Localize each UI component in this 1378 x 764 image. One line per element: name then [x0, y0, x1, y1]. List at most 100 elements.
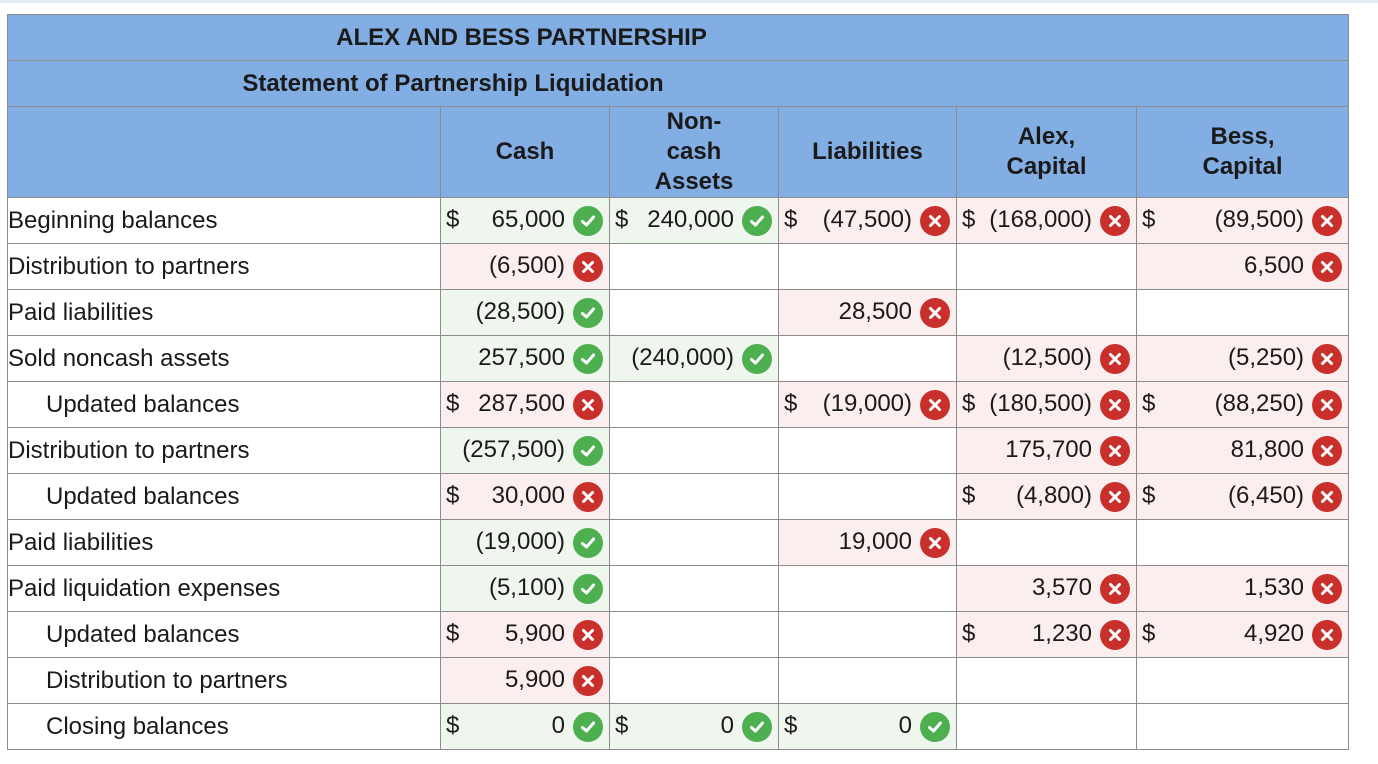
- amount-input-bess-capital[interactable]: $ (6,450): [1135, 473, 1350, 520]
- amount-input-alex-capital[interactable]: $ (180,500): [956, 381, 1137, 428]
- amount-input-cash[interactable]: (28,500): [440, 289, 610, 336]
- row-label: Beginning balances: [7, 197, 441, 244]
- amount-input-alex-capital[interactable]: [956, 289, 1137, 336]
- check-circle-icon: [920, 712, 950, 742]
- amount-input-noncash-assets[interactable]: [609, 473, 779, 520]
- amount-input-alex-capital[interactable]: [956, 657, 1137, 704]
- x-circle-icon: [573, 482, 603, 512]
- check-circle-icon: [742, 206, 772, 236]
- x-circle-icon: [1100, 390, 1130, 420]
- amount-input-noncash-assets[interactable]: [609, 243, 779, 290]
- amount-input-cash[interactable]: (19,000): [440, 519, 610, 566]
- amount-input-noncash-assets[interactable]: [609, 657, 779, 704]
- dollar-sign: $: [615, 206, 629, 233]
- amount-value: 1,530: [1243, 574, 1305, 601]
- amount-input-cash[interactable]: 5,900: [440, 657, 610, 704]
- amount-input-bess-capital[interactable]: $4,920: [1135, 611, 1350, 658]
- column-header-liabilities: Liabilities: [778, 106, 957, 198]
- amount-input-cash[interactable]: $287,500: [440, 381, 610, 428]
- row-label: Distribution to partners: [7, 427, 441, 474]
- amount-value: 30,000: [491, 482, 565, 509]
- amount-input-alex-capital[interactable]: (12,500): [956, 335, 1137, 382]
- amount-input-bess-capital[interactable]: 1,530: [1135, 565, 1350, 612]
- amount-input-noncash-assets[interactable]: [609, 565, 779, 612]
- amount-input-alex-capital[interactable]: $ (168,000): [956, 197, 1137, 244]
- amount-input-liabilities[interactable]: [778, 611, 957, 658]
- amount-input-bess-capital[interactable]: $ (89,500): [1135, 197, 1350, 244]
- x-circle-icon: [1312, 620, 1343, 650]
- amount-input-cash[interactable]: $5,900: [440, 611, 610, 658]
- column-header-cash: Cash: [440, 106, 610, 198]
- amount-input-alex-capital[interactable]: [956, 519, 1137, 566]
- amount-input-alex-capital[interactable]: $1,230: [956, 611, 1137, 658]
- amount-input-noncash-assets[interactable]: $0: [609, 703, 779, 750]
- amount-input-alex-capital[interactable]: [956, 243, 1137, 290]
- row-label: Updated balances: [7, 381, 441, 428]
- amount-input-alex-capital[interactable]: 175,700: [956, 427, 1137, 474]
- amount-input-liabilities[interactable]: $ (47,500): [778, 197, 957, 244]
- table-row: Distribution to partners (257,500) 175,700…: [7, 427, 1350, 474]
- column-header-text: Alex,: [1017, 123, 1076, 150]
- amount-input-cash[interactable]: (5,100): [440, 565, 610, 612]
- amount-input-cash[interactable]: (6,500): [440, 243, 610, 290]
- liquidation-statement-table: ALEX AND BESS PARTNERSHIP Statement of P…: [6, 14, 1350, 750]
- amount-input-liabilities[interactable]: 19,000: [778, 519, 957, 566]
- amount-input-bess-capital[interactable]: 81,800: [1135, 427, 1350, 474]
- amount-value: (257,500): [462, 436, 565, 463]
- amount-input-noncash-assets[interactable]: [609, 289, 779, 336]
- dollar-sign: $: [446, 712, 460, 739]
- amount-input-liabilities[interactable]: [778, 427, 957, 474]
- x-circle-icon: [573, 390, 603, 420]
- amount-input-liabilities[interactable]: [778, 565, 957, 612]
- amount-value: (88,250): [1214, 390, 1305, 417]
- amount-value: (6,450): [1227, 482, 1305, 509]
- amount-input-cash[interactable]: 257,500: [440, 335, 610, 382]
- amount-input-cash[interactable]: (257,500): [440, 427, 610, 474]
- amount-input-alex-capital[interactable]: 3,570: [956, 565, 1137, 612]
- amount-value: 240,000: [647, 206, 734, 233]
- amount-value: 81,800: [1230, 436, 1305, 463]
- x-circle-icon: [1100, 574, 1130, 604]
- amount-input-bess-capital[interactable]: [1135, 289, 1350, 336]
- amount-input-noncash-assets[interactable]: [609, 381, 779, 428]
- table-row: Distribution to partners 5,900: [7, 657, 1350, 704]
- row-label: Updated balances: [7, 611, 441, 658]
- amount-input-bess-capital[interactable]: (5,250): [1135, 335, 1350, 382]
- amount-input-alex-capital[interactable]: [956, 703, 1137, 750]
- amount-input-noncash-assets[interactable]: [609, 519, 779, 566]
- amount-input-liabilities[interactable]: [778, 657, 957, 704]
- amount-input-liabilities[interactable]: [778, 473, 957, 520]
- amount-value: (89,500): [1214, 206, 1305, 233]
- amount-input-noncash-assets[interactable]: (240,000): [609, 335, 779, 382]
- amount-input-bess-capital[interactable]: $ (88,250): [1135, 381, 1350, 428]
- amount-input-bess-capital[interactable]: [1135, 657, 1350, 704]
- amount-input-liabilities[interactable]: [778, 243, 957, 290]
- amount-input-liabilities[interactable]: $ (19,000): [778, 381, 957, 428]
- x-circle-icon: [573, 666, 603, 696]
- x-circle-icon: [573, 620, 603, 650]
- amount-input-cash[interactable]: $30,000: [440, 473, 610, 520]
- amount-value: (12,500): [1002, 344, 1092, 371]
- x-circle-icon: [1100, 344, 1130, 374]
- amount-input-noncash-assets[interactable]: $240,000: [609, 197, 779, 244]
- amount-value: 175,700: [1005, 436, 1092, 463]
- amount-input-liabilities[interactable]: $0: [778, 703, 957, 750]
- amount-input-cash[interactable]: $0: [440, 703, 610, 750]
- column-header-row: Cash Non-cash Assets Liabilities Alex, Capita…: [7, 106, 1350, 198]
- amount-input-bess-capital[interactable]: [1135, 703, 1350, 750]
- amount-input-bess-capital[interactable]: 6,500: [1135, 243, 1350, 290]
- amount-input-noncash-assets[interactable]: [609, 427, 779, 474]
- table-row: Paid liquidation expenses (5,100) 3,570 1,5…: [7, 565, 1350, 612]
- amount-input-noncash-assets[interactable]: [609, 611, 779, 658]
- amount-input-bess-capital[interactable]: [1135, 519, 1350, 566]
- amount-input-cash[interactable]: $65,000: [440, 197, 610, 244]
- amount-input-liabilities[interactable]: [778, 335, 957, 382]
- x-circle-icon: [1312, 206, 1343, 236]
- x-circle-icon: [920, 528, 950, 558]
- amount-input-liabilities[interactable]: 28,500: [778, 289, 957, 336]
- dollar-sign: $: [446, 620, 460, 647]
- amount-value: 1,230: [1031, 620, 1092, 647]
- check-circle-icon: [573, 436, 603, 466]
- amount-input-alex-capital[interactable]: $ (4,800): [956, 473, 1137, 520]
- amount-value: 28,500: [838, 298, 912, 325]
